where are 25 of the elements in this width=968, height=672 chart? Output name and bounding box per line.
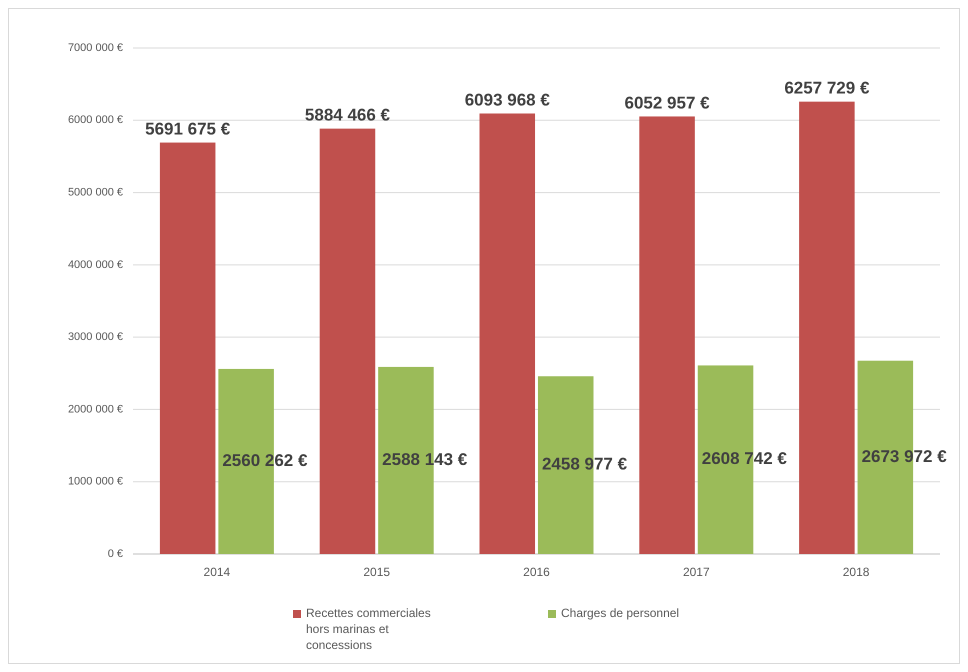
x-tick-label: 2014 — [204, 565, 231, 579]
y-tick-label: 3000 000 € — [68, 331, 123, 344]
bar — [160, 142, 216, 554]
y-tick-label: 0 € — [108, 548, 123, 560]
data-label: 6257 729 € — [784, 78, 870, 98]
data-label: 5884 466 € — [304, 106, 391, 125]
y-tick-label: 2000 000 € — [68, 403, 123, 416]
legend-label: Recettes commerciales hors marinas et concessions — [306, 606, 431, 652]
data-label: 5691 675 € — [145, 120, 231, 139]
bar — [639, 116, 695, 554]
y-tick-label: 1000 000 € — [68, 476, 123, 488]
x-tick-label: 2017 — [682, 565, 710, 579]
x-tick-label: 2018 — [842, 565, 870, 579]
data-label: 6093 968 € — [464, 90, 550, 110]
y-tick-label: 4000 000 € — [68, 258, 123, 271]
x-tick-label: 2015 — [363, 565, 390, 579]
legend-label: Charges de personnel — [561, 606, 680, 620]
x-tick-label: 2016 — [523, 565, 550, 579]
bar — [479, 113, 536, 554]
y-tick-label: 6000 000 € — [68, 114, 123, 126]
y-tick-label: 7000 000 € — [68, 42, 123, 54]
bar — [799, 102, 855, 554]
bar — [320, 128, 376, 554]
data-label: 6052 957 € — [624, 93, 710, 112]
y-tick-label: 5000 000 € — [68, 186, 123, 198]
